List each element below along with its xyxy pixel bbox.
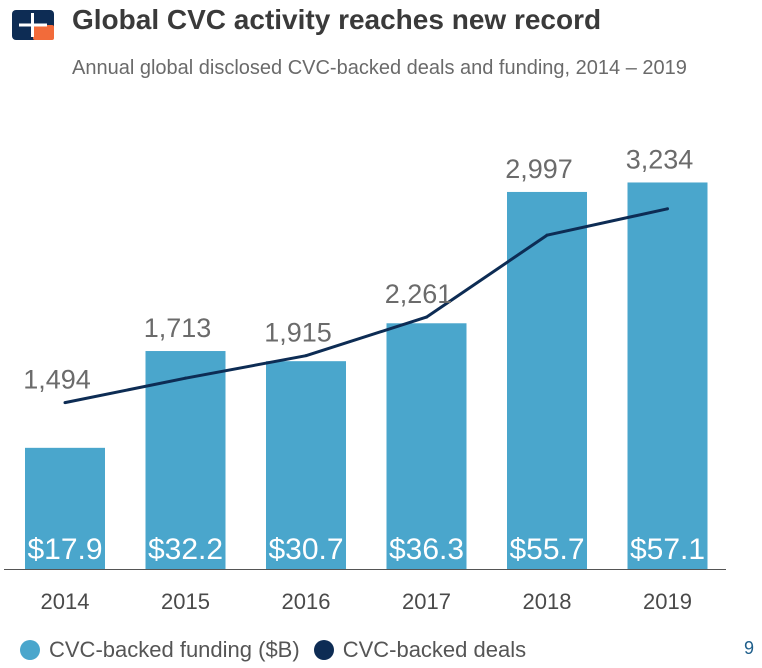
chart-subtitle: Annual global disclosed CVC-backed deals… [72,57,687,79]
deals-point-2017 [425,315,428,319]
chart-title: Global CVC activity reaches new record [72,4,602,35]
funding-bar-2014 [25,447,105,569]
legend: CVC-backed funding ($B) CVC-backed deals [20,636,540,664]
deals-value-label-2019: 3,234 [626,144,694,174]
deals-value-label-2017: 2,261 [385,279,453,309]
logo-icon [12,10,54,40]
funding-bar-2017 [386,323,467,569]
deals-point-2015 [184,376,187,380]
funding-bar-2018 [507,191,587,569]
deals-value-label-2015: 1,713 [144,313,212,343]
deals-point-2014 [63,401,67,405]
page-number: 9 [743,638,754,658]
legend-funding-marker [20,640,40,660]
funding-bar-2019 [627,182,708,569]
deals-point-2019 [666,207,669,211]
x-tick-label-2019: 2019 [643,589,692,614]
legend-item-funding: CVC-backed funding ($B) [20,637,300,663]
deals-value-label-2014: 1,494 [23,365,91,395]
legend-deals-label: CVC-backed deals [342,637,527,662]
funding-value-label-2018: $55.7 [509,533,584,566]
funding-bar-2016 [266,361,346,569]
funding-value-label-2019: $57.1 [630,533,705,566]
x-tick-label-2017: 2017 [402,589,451,614]
legend-item-deals: CVC-backed deals [313,637,527,663]
legend-funding-label: CVC-backed funding ($B) [49,637,300,662]
x-tick-label-2018: 2018 [523,589,572,614]
deals-value-label-2016: 1,915 [264,318,332,348]
x-tick-label-2015: 2015 [161,589,210,614]
deals-point-2018 [545,233,549,237]
x-tick-label-2016: 2016 [282,589,331,614]
funding-value-label-2015: $32.2 [148,533,223,566]
funding-value-label-2016: $30.7 [268,533,343,566]
deals-line [64,207,668,405]
deals-value-label-2018: 2,997 [505,154,573,184]
funding-value-label-2014: $17.9 [27,533,102,566]
funding-value-label-2017: $36.3 [389,533,464,566]
legend-deals-marker [313,640,334,660]
deals-point-2016 [304,354,308,358]
x-tick-label-2014: 2014 [41,589,90,614]
funding-bar-2015 [145,351,226,569]
